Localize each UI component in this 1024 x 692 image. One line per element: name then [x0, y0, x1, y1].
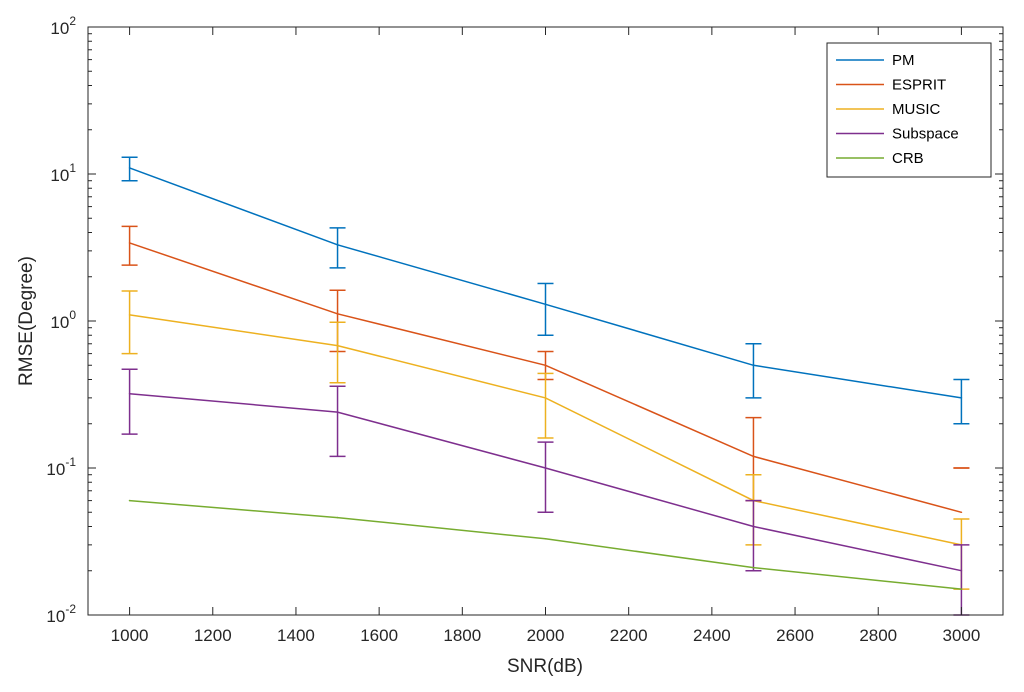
x-tick-label: 1400: [277, 626, 315, 645]
legend-label: CRB: [892, 150, 924, 167]
x-axis: 1000 1200 1400 1600 1800 2000 2200 2400 2600 2800…: [111, 27, 980, 645]
legend-label: PM: [892, 52, 915, 69]
x-tick-label: 3000: [942, 626, 980, 645]
x-tick-label: 2200: [610, 626, 648, 645]
y-tick-label: 101: [50, 161, 76, 185]
x-tick-label: 1800: [443, 626, 481, 645]
x-tick-label: 1600: [360, 626, 398, 645]
legend-label: ESPRIT: [892, 77, 946, 94]
data-point: [960, 511, 963, 514]
data-point: [336, 516, 339, 519]
legend-label: MUSIC: [892, 101, 941, 118]
x-tick-label: 1200: [194, 626, 232, 645]
series-crb: [128, 499, 963, 590]
x-tick-label: 2000: [527, 626, 565, 645]
series-layer: [121, 156, 970, 616]
data-point: [752, 566, 755, 569]
y-tick-label: 10-1: [46, 455, 76, 479]
legend-box: [826, 42, 992, 178]
y-tick-label: 102: [50, 14, 76, 38]
x-tick-label: 1000: [111, 626, 149, 645]
x-axis-label: SNR(dB): [507, 656, 583, 677]
series-pm: [121, 156, 970, 425]
x-tick-label: 2800: [859, 626, 897, 645]
data-point: [960, 588, 963, 590]
data-point: [128, 499, 131, 502]
y-axis: 10-2 10-1 100 101 102: [46, 14, 1003, 626]
legend: PM ESPRIT MUSIC Subspace CRB: [826, 42, 992, 178]
data-point: [544, 537, 547, 540]
y-tick-label: 100: [50, 308, 76, 332]
y-axis-label: RMSE(Degree): [16, 256, 37, 386]
x-tick-label: 2400: [693, 626, 731, 645]
x-tick-label: 2600: [776, 626, 814, 645]
legend-label: Subspace: [892, 126, 959, 143]
y-tick-label: 10-2: [46, 602, 76, 626]
